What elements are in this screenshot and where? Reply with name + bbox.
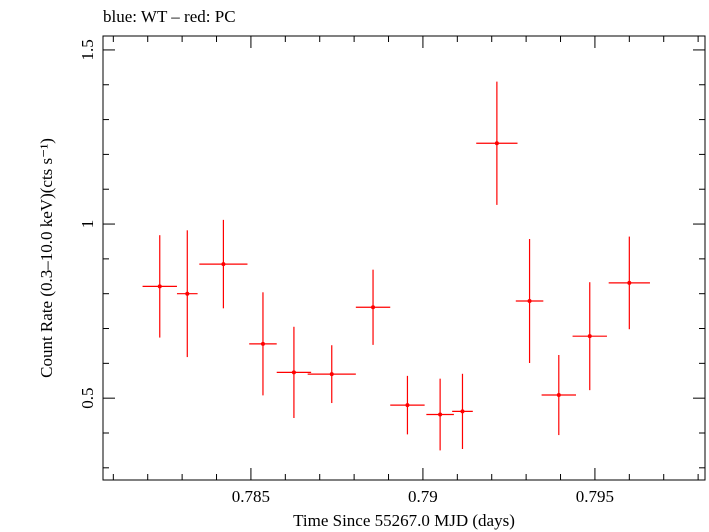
x-tick-label: 0.79 <box>408 487 438 506</box>
x-tick-label: 0.795 <box>576 487 614 506</box>
y-tick-label: 1 <box>78 220 97 229</box>
data-marker <box>221 262 226 267</box>
chart-title: blue: WT – red: PC <box>103 7 236 26</box>
y-axis-label: Count Rate (0.3–10.0 keV)(cts s⁻¹) <box>37 138 56 378</box>
data-marker <box>438 412 443 417</box>
data-point <box>608 236 650 330</box>
y-tick-label: 0.5 <box>78 388 97 409</box>
data-point <box>142 235 177 338</box>
data-marker <box>185 291 190 296</box>
data-point <box>199 219 248 309</box>
data-point <box>426 378 454 451</box>
data-point <box>390 375 425 435</box>
data-point <box>452 373 473 450</box>
data-point <box>515 239 544 363</box>
data-point <box>307 345 356 404</box>
x-axis-label: Time Since 55267.0 MJD (days) <box>293 511 515 530</box>
data-point <box>476 81 518 205</box>
axis-tick-labels: 0.785 0.79 0.795 0.5 1 1.5 <box>78 39 614 506</box>
data-marker <box>157 284 162 289</box>
data-marker <box>587 334 592 339</box>
data-marker <box>556 393 561 398</box>
y-tick-label: 1.5 <box>78 39 97 60</box>
axis-ticks <box>103 36 705 480</box>
data-point <box>355 269 391 345</box>
x-tick-label: 0.785 <box>232 487 270 506</box>
data-point <box>276 326 312 419</box>
data-marker <box>460 409 465 414</box>
data-marker <box>371 305 376 310</box>
data-point <box>572 282 607 391</box>
data-point <box>541 354 576 436</box>
data-marker <box>527 299 532 304</box>
data-marker <box>494 141 499 146</box>
data-marker <box>405 403 410 408</box>
plot-frame <box>102 35 706 481</box>
data-marker <box>260 341 265 346</box>
data-point <box>176 230 198 358</box>
data-marker <box>291 370 296 375</box>
data-points <box>142 81 650 451</box>
data-marker <box>329 372 334 377</box>
data-point <box>249 292 277 396</box>
data-marker <box>627 280 632 285</box>
